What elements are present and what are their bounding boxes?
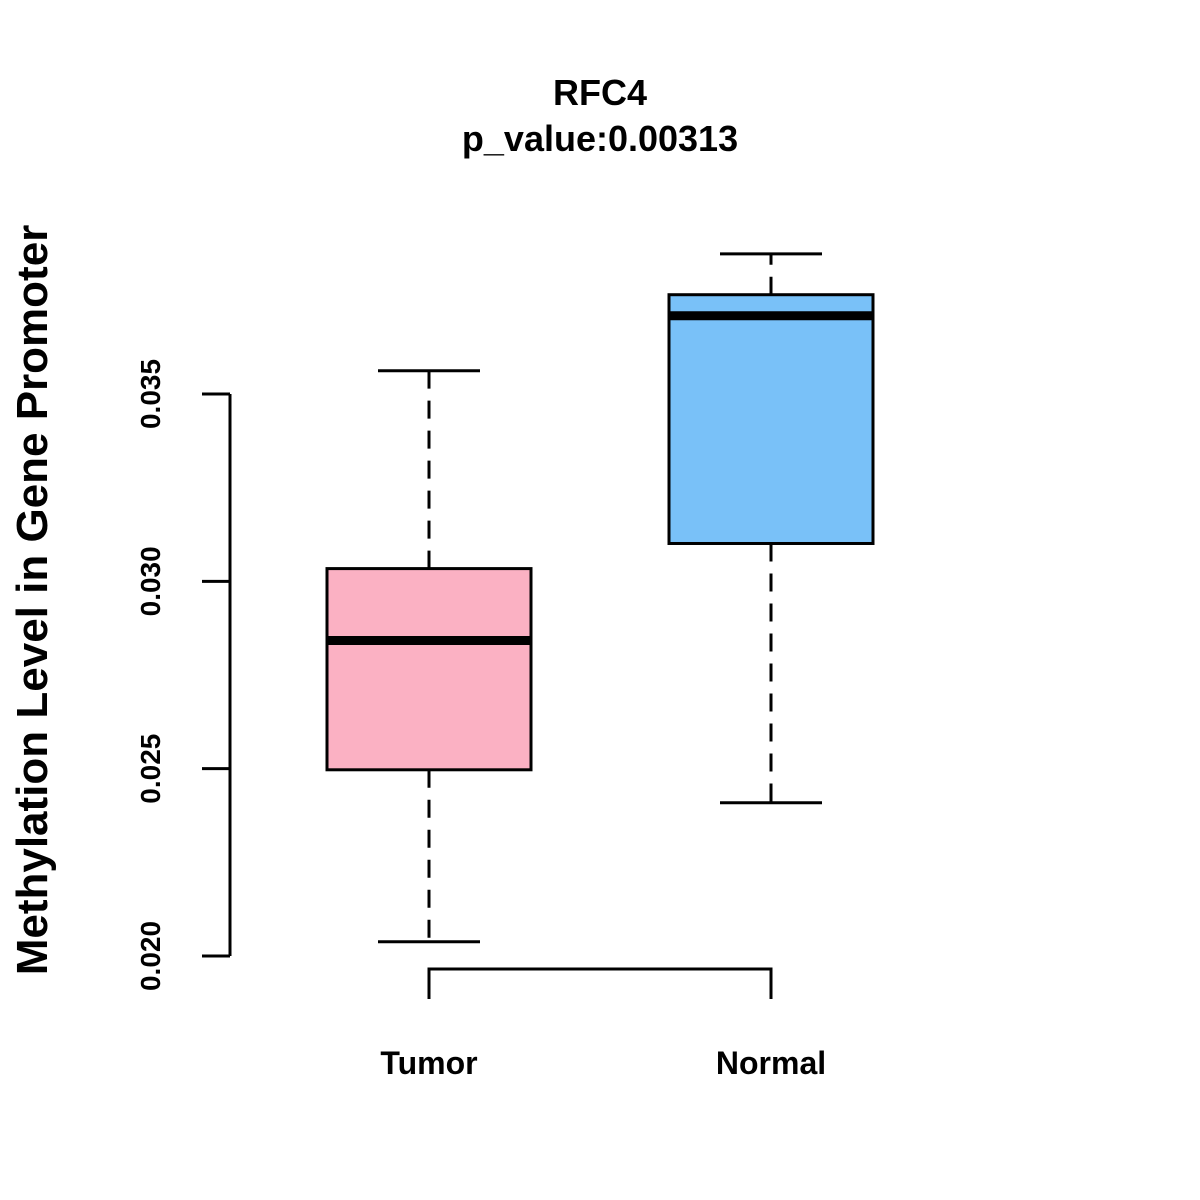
x-axis: Tumor Normal <box>380 967 826 1081</box>
box-iqr <box>667 293 875 545</box>
boxes-group <box>325 252 875 944</box>
box-iqr <box>325 567 533 772</box>
chart-subtitle: p_value:0.00313 <box>462 118 738 159</box>
x-category-label: Tumor <box>380 1045 477 1081</box>
y-axis-label: Methylation Level in Gene Promoter <box>8 225 57 976</box>
chart-title: RFC4 <box>553 72 647 113</box>
y-tick-label: 0.020 <box>135 921 166 991</box>
y-tick-label: 0.035 <box>135 359 166 429</box>
box-tumor <box>325 369 533 944</box>
y-axis: 0.020 0.025 0.030 0.035 <box>135 359 232 991</box>
y-tick-label: 0.030 <box>135 546 166 616</box>
y-tick-label: 0.025 <box>135 734 166 804</box>
x-category-label: Normal <box>716 1045 826 1081</box>
box-normal <box>667 252 875 805</box>
